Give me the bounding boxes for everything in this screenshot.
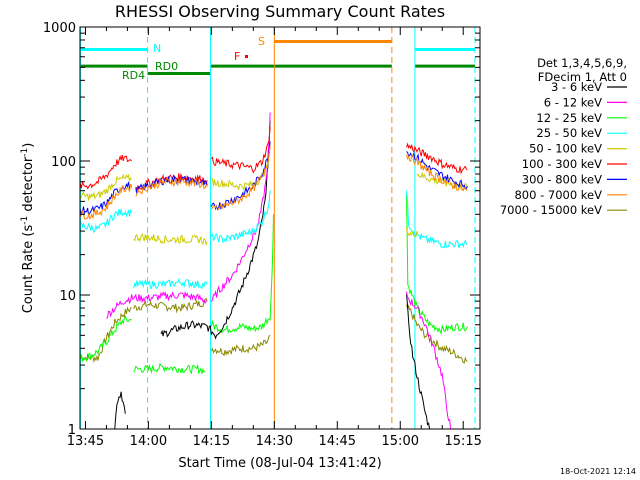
flag-label: RD0 bbox=[155, 60, 178, 73]
series-path bbox=[80, 306, 132, 364]
series-path bbox=[406, 154, 468, 192]
series-path bbox=[79, 183, 133, 220]
x-axis: 13:45 14:00 14:15 14:30 14:45 15:00 15:15 bbox=[67, 27, 482, 449]
series-path bbox=[79, 154, 132, 190]
y-tick-label: 100 bbox=[51, 155, 76, 170]
series-path bbox=[133, 298, 208, 314]
x-tick-label: 14:00 bbox=[130, 434, 167, 449]
series-path bbox=[406, 142, 468, 175]
y-tick-label: 10 bbox=[59, 289, 76, 304]
legend-entry-label: 800 - 7000 keV bbox=[514, 188, 602, 202]
flare-marker bbox=[245, 55, 248, 58]
chart-title: RHESSI Observing Summary Count Rates bbox=[115, 2, 445, 21]
y-axis-label-tail: detector bbox=[21, 156, 36, 216]
x-tick-label: 14:30 bbox=[256, 434, 293, 449]
y-axis-label: Count Rate (s-1 detector-1) bbox=[20, 143, 36, 314]
legend-entry-label: 50 - 100 keV bbox=[529, 142, 602, 156]
y-axis-label-sup: -1 bbox=[20, 216, 30, 225]
series-line bbox=[114, 120, 431, 430]
y-axis-label-main: Count Rate (s bbox=[21, 225, 36, 314]
series-path bbox=[406, 194, 468, 336]
series-path bbox=[210, 112, 271, 303]
series-path bbox=[106, 290, 208, 319]
flag-bars: N S RD0 RD4 F bbox=[80, 35, 475, 82]
series-path bbox=[210, 145, 271, 210]
series-line bbox=[106, 112, 452, 430]
legend-entry-label: 300 - 800 keV bbox=[522, 172, 602, 186]
legend-entry-label: 3 - 6 keV bbox=[551, 80, 602, 94]
timestamp: 18-Oct-2021 12:14 bbox=[560, 467, 636, 476]
flag-label: S bbox=[258, 35, 265, 48]
x-axis-label: Start Time (08-Jul-04 13:41:42) bbox=[178, 456, 381, 471]
y-tick-label: 1000 bbox=[43, 21, 76, 36]
x-tick-label: 15:00 bbox=[382, 434, 419, 449]
x-tick-label: 14:45 bbox=[319, 434, 356, 449]
y-tick-label: 1 bbox=[68, 423, 76, 438]
series-line bbox=[80, 298, 468, 364]
legend-entry-label: 12 - 25 keV bbox=[536, 111, 602, 125]
flag-label: N bbox=[153, 42, 161, 55]
x-tick-label: 14:15 bbox=[193, 434, 230, 449]
x-tick-label: 15:15 bbox=[444, 434, 481, 449]
legend-entry-label: 25 - 50 keV bbox=[536, 126, 602, 140]
series-path bbox=[210, 334, 271, 357]
series-path bbox=[406, 190, 468, 249]
legend-entry-label: 6 - 12 keV bbox=[544, 95, 602, 109]
series-path bbox=[160, 120, 271, 340]
series-path bbox=[406, 227, 418, 239]
series-path bbox=[135, 177, 208, 197]
series-path bbox=[210, 190, 271, 243]
series-path bbox=[133, 362, 206, 375]
series-path bbox=[133, 232, 208, 247]
series-path bbox=[210, 214, 274, 335]
legend-header: Det 1,3,4,5,6,9, bbox=[537, 56, 627, 70]
series-line bbox=[79, 145, 468, 220]
legend-header: FDecim 1, Att 0 bbox=[538, 70, 627, 84]
legend: Det 1,3,4,5,6,9,FDecim 1, Att 03 - 6 keV… bbox=[500, 56, 627, 217]
y-axis-label-tail-sup: -1 bbox=[20, 148, 30, 157]
series-line bbox=[79, 194, 468, 375]
series-path bbox=[133, 277, 208, 290]
plot-frame bbox=[79, 26, 481, 430]
x-tick-label: 13:45 bbox=[67, 434, 104, 449]
series-path bbox=[114, 391, 126, 429]
series-path bbox=[211, 145, 271, 191]
series-path bbox=[406, 291, 452, 430]
series-path bbox=[406, 293, 431, 430]
series-path bbox=[79, 315, 132, 363]
legend-entry-label: 100 - 300 keV bbox=[522, 157, 602, 171]
y-axis: 1 10 100 1000 bbox=[43, 21, 480, 438]
y-axis-label-close: ) bbox=[21, 143, 36, 148]
series-path bbox=[406, 304, 468, 364]
series-path bbox=[210, 126, 271, 174]
legend-entry-label: 7000 - 15000 keV bbox=[500, 203, 602, 217]
series-path bbox=[79, 173, 132, 201]
flag-label: F bbox=[234, 50, 240, 63]
series-path bbox=[80, 208, 133, 234]
series-group bbox=[79, 112, 468, 430]
flag-label: RD4 bbox=[122, 69, 145, 82]
event-lines bbox=[79, 27, 476, 429]
